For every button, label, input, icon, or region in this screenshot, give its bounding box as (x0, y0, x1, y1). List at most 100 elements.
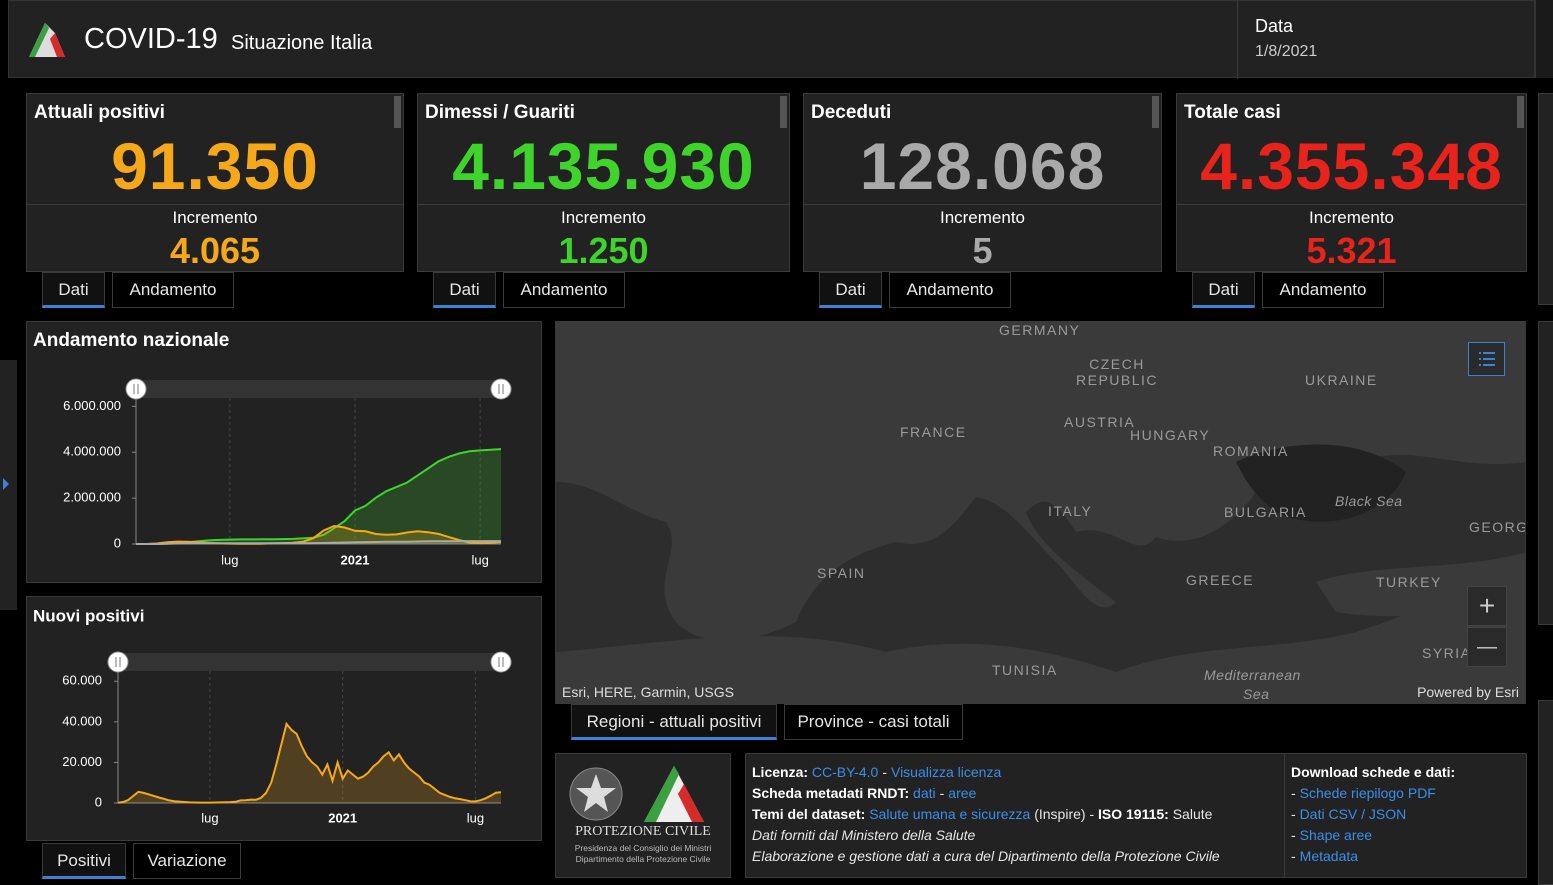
tab[interactable]: Dati (42, 272, 105, 308)
link[interactable]: dati (913, 785, 936, 801)
y-tick-label: 0 (114, 535, 121, 550)
card-title: Dimessi / Guariti (425, 102, 575, 123)
link[interactable]: Salute umana e sicurezza (869, 806, 1031, 822)
increment-value: 5 (972, 230, 993, 271)
tab[interactable]: Andamento (1262, 272, 1384, 308)
map-label: GERMANY (999, 322, 1081, 338)
tab[interactable]: Andamento (889, 272, 1011, 308)
info-text: - (882, 764, 887, 780)
card-title: Totale casi (1184, 102, 1281, 123)
bullet: - (1291, 785, 1296, 801)
edge-panel (1538, 321, 1553, 625)
tab[interactable]: Variazione (133, 843, 241, 879)
tab[interactable]: Dati (819, 272, 882, 308)
tab[interactable]: Andamento (112, 272, 234, 308)
info-text: - (939, 785, 945, 801)
slider-handle[interactable] (490, 378, 512, 400)
scrollbar (1517, 96, 1524, 128)
edge-panel (1538, 93, 1553, 305)
area (136, 449, 501, 544)
x-tick-label: lug (467, 810, 484, 825)
increment-label: Incremento (560, 208, 647, 227)
line (136, 540, 501, 545)
link[interactable]: Schede riepilogo PDF (1299, 785, 1436, 801)
link[interactable]: Visualizza licenza (890, 764, 1002, 780)
handle-knob (125, 378, 147, 400)
info-line: Licenza: CC-BY-4.0- Visualizza licenza (752, 764, 1001, 780)
date-value: 1/8/2021 (1255, 43, 1318, 60)
card-divider (1177, 204, 1526, 205)
link[interactable]: Metadata (1299, 848, 1359, 864)
slider-track (118, 653, 501, 671)
link[interactable]: aree (948, 785, 977, 801)
zoom-in[interactable]: + (1467, 586, 1507, 626)
download-item: - Dati CSV / JSON (1291, 806, 1406, 822)
tab[interactable]: Province - casi totali (784, 704, 963, 740)
chart-panel: Nuovi positivi lug 2021 lug 0 20.000 40.000 60.… (26, 596, 542, 841)
info-line: Dati forniti dal Ministero della Salute (752, 827, 976, 843)
map-label: FRANCE (900, 424, 967, 440)
y-tick-label: 2.000.000 (63, 490, 121, 505)
chart: Nuovi positivi lug 2021 lug 0 20.000 40.000 60.… (33, 606, 512, 825)
chart: Andamento nazionale lug 2021 lug 0 2.000.000 4… (33, 330, 512, 567)
info-line: Temi del dataset: Salute umana e sicurez… (752, 806, 1212, 822)
card: Totale casi 4.355.348 Incremento 5.321 (1176, 93, 1527, 272)
map[interactable]: GERMANY CZECH REPUBLIC UKRAINE FRANCE AU… (555, 321, 1526, 704)
header-divider (1237, 1, 1238, 79)
info-label: Scheda metadati RNDT: (752, 785, 910, 801)
slider-handle[interactable] (107, 651, 129, 673)
card-value: 4.135.930 (452, 129, 755, 203)
link[interactable]: CC-BY-4.0 (811, 764, 879, 780)
increment-value: 1.250 (558, 230, 649, 271)
header-logo (29, 23, 65, 57)
map-label: HUNGARY (1130, 427, 1211, 443)
date-label: Data (1255, 16, 1294, 36)
tab[interactable]: Regioni - attuali positivi (571, 704, 777, 740)
info-box: Licenza: CC-BY-4.0- Visualizza licenza Sc… (745, 753, 1527, 878)
download-item: - Schede riepilogo PDF (1291, 785, 1436, 801)
increment-label: Incremento (172, 208, 258, 227)
edge-panel (1538, 700, 1553, 885)
line (136, 524, 502, 545)
side-toggle[interactable] (0, 360, 17, 610)
link[interactable]: Shape aree (1299, 827, 1373, 843)
tab[interactable]: Andamento (503, 272, 625, 308)
increment-value: 5.321 (1306, 230, 1397, 271)
map-powered[interactable]: Powered by Esri (1417, 684, 1519, 700)
link[interactable]: Dati CSV / JSON (1299, 806, 1407, 822)
header-title: COVID-19 (84, 23, 218, 55)
slider-handle[interactable] (490, 651, 512, 673)
bullet: - (1291, 806, 1296, 822)
chart-title: Andamento nazionale (33, 330, 229, 351)
info-divider (1284, 754, 1285, 877)
tab[interactable]: Dati (433, 272, 496, 308)
y-tick-label: 20.000 (62, 754, 102, 769)
slider-handle[interactable] (125, 378, 147, 400)
info-text: (Inspire) - (1034, 806, 1095, 822)
logo-line: Dipartimento della Protezione Civile (575, 854, 711, 864)
info-line: Scheda metadati RNDT: dati - aree (752, 785, 976, 801)
x-tick-label: lug (471, 552, 488, 567)
scrollbar (1152, 96, 1159, 128)
card-title: Attuali positivi (34, 102, 165, 123)
map-label: Sea (1243, 686, 1270, 702)
tab[interactable]: Positivi (42, 843, 126, 879)
area (118, 723, 501, 803)
tab[interactable]: Dati (1192, 272, 1255, 308)
card-value: 91.350 (111, 129, 319, 203)
increment-value: 4.065 (169, 230, 261, 271)
map-label: GREECE (1186, 572, 1255, 588)
chart-panel: Andamento nazionale lug 2021 lug 0 2.000.000 4… (26, 321, 542, 583)
legend-button[interactable] (1468, 342, 1505, 376)
map-label: SYRIA (1422, 645, 1472, 661)
card: Attuali positivi 91.350 Incremento 4.065 (26, 93, 404, 272)
card-divider (418, 204, 789, 205)
zoom-out[interactable]: — (1467, 627, 1507, 667)
side-toggle-icon (3, 478, 9, 490)
card-value: 4.355.348 (1200, 129, 1503, 203)
header-subtitle: Situazione Italia (231, 32, 373, 54)
map-label: CZECH REPUBLIC (1076, 356, 1159, 388)
logo-box: PROTEZIONE CIVILE Presidenza del Consigl… (555, 753, 731, 878)
chart-title: Nuovi positivi (33, 606, 144, 625)
info-label: Temi del dataset: (752, 806, 866, 822)
